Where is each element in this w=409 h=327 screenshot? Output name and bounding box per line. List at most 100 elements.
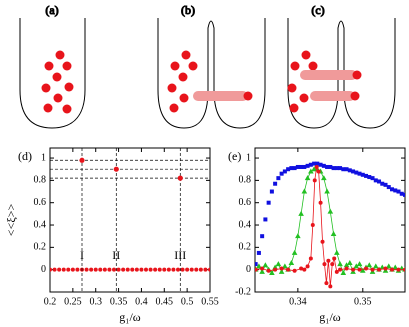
point [403,267,405,272]
point [366,262,373,268]
point [148,267,153,272]
y-tick-label: -0.2 [235,286,251,297]
y-tick-label: 0.8 [34,175,47,186]
y-tick-label: 1 [41,152,46,163]
y-axis-label: <<ξ>> [4,204,18,237]
point [383,266,388,271]
point [269,189,274,194]
particle [289,103,299,113]
point [334,269,339,274]
point [393,188,398,193]
point [295,233,301,239]
point [315,161,320,166]
point [256,263,262,269]
x-tick-label: 0.35 [110,296,128,307]
point [276,176,281,181]
x-tick-label: 0.35 [354,296,372,307]
point [373,178,378,183]
schematic: (a) (b) (c) [19,2,396,129]
x-tick-label: 0.45 [156,296,174,307]
x-tick-label: 0.5 [181,296,194,307]
point [396,267,401,272]
point [256,250,261,255]
point [338,267,343,272]
point [162,267,167,272]
point [282,263,288,269]
y-tick-label: 0 [246,264,251,275]
point [334,166,339,171]
point [308,256,313,261]
point [298,210,304,216]
point [286,267,291,272]
point [255,267,258,272]
panel-label: (b) [181,3,195,17]
point [291,249,298,255]
point [289,166,294,171]
particle [62,104,72,114]
point [322,262,327,267]
point [272,264,278,270]
point [370,176,375,181]
point [308,162,313,167]
point [70,267,75,272]
y-tick-label: 0.4 [34,219,47,230]
point [262,262,269,268]
point [347,168,352,173]
particle [350,91,360,101]
point [93,267,98,272]
point [288,259,295,265]
point [330,262,335,267]
particles [41,50,362,114]
panel-label: (a) [45,3,58,17]
point [279,171,284,176]
point [75,267,80,272]
x-axis-label: g₁/ω [119,310,141,324]
point [328,164,333,169]
point [321,175,327,181]
point [266,268,271,273]
point [107,267,112,272]
point [370,267,375,272]
point [185,267,190,272]
x-tick-label: 0.3 [89,296,102,307]
point [157,267,162,272]
point [351,169,356,174]
point [278,268,285,274]
plot-frame [254,147,406,293]
particle [53,93,63,103]
point [354,170,359,175]
point [116,267,121,272]
point [61,267,66,272]
point [279,266,284,271]
point [66,267,71,272]
point [364,173,369,178]
point [208,267,210,272]
point [286,167,291,172]
point [377,179,382,184]
y-tick-label: 0.2 [239,242,252,253]
particle [290,61,300,71]
point [359,267,366,273]
plot-area [50,148,210,292]
point [380,181,385,186]
point [318,200,323,205]
point [269,270,275,276]
point [316,169,321,174]
point [392,264,399,270]
point [344,266,349,271]
point [171,267,176,272]
point [328,284,333,289]
point [79,157,85,163]
point [255,262,258,267]
point [357,171,362,176]
panel-label: (d) [18,149,32,163]
point [314,164,319,169]
point [189,267,194,272]
well [19,18,86,129]
double-well [157,18,266,129]
point [139,267,144,272]
particle [178,72,188,82]
y-tick-label: 0.6 [34,197,47,208]
point [340,270,347,276]
point [377,267,382,272]
